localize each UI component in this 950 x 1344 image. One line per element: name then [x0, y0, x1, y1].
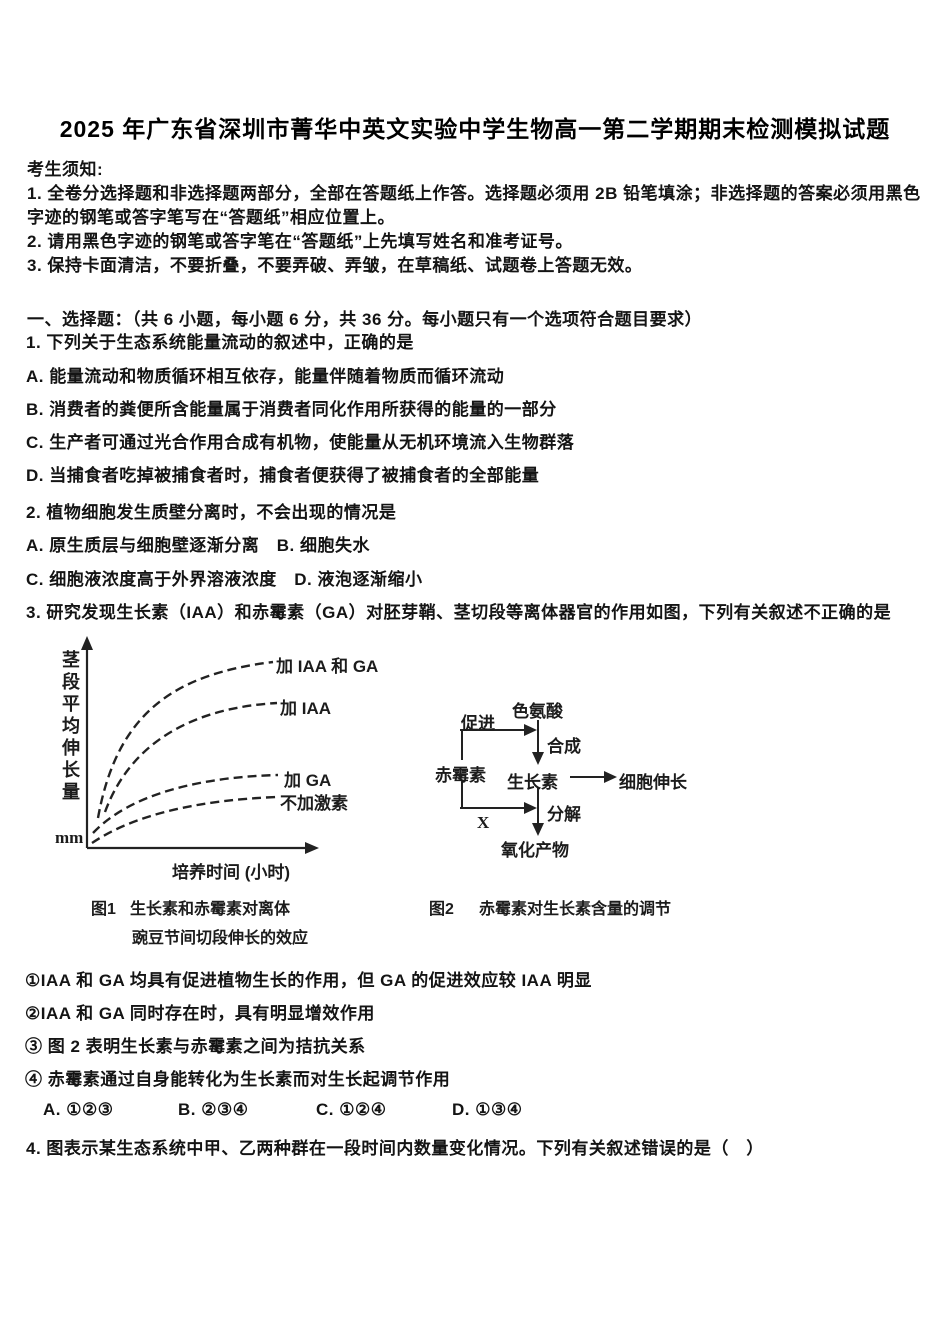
fig2-label-synthesize: 合成 [547, 737, 581, 756]
fig2-label-x: X [477, 813, 490, 832]
fig1-curve-label-no-hormone: 不加激素 [280, 794, 348, 813]
fig2-elongation-arrowhead-icon [604, 771, 617, 783]
notice-line-3: 3. 保持卡面清洁，不要折叠，不要弄破、弄皱，在草稿纸、试题卷上答题无效。 [27, 256, 643, 275]
fig1-y-axis-unit: mm [55, 828, 84, 847]
question-4-stem: 4. 图表示某生态系统中甲、乙两种群在一段时间内数量变化情况。下列有关叙述错误的… [26, 1139, 764, 1158]
question-2-stem: 2. 植物细胞发生质壁分离时，不会出现的情况是 [26, 503, 397, 522]
fig2-node-cell-elongation: 细胞伸长 [619, 773, 687, 792]
question-3-statement-1: ①IAA 和 GA 均具有促进植物生长的作用，但 GA 的促进效应较 IAA 明… [25, 971, 592, 990]
fig1-curve-iaa-and-ga [96, 660, 274, 819]
exam-title: 2025 年广东省深圳市菁华中英文实验中学生物高一第二学期期末检测模拟试题 [59, 116, 891, 142]
question-3-option-c: C. ①②④ [316, 1100, 387, 1119]
question-2-options-ab: A. 原生质层与细胞壁逐渐分离 B. 细胞失水 [26, 536, 370, 555]
fig2-node-auxin: 生长素 [507, 773, 558, 792]
fig1-x-axis-arrow-icon [305, 842, 319, 854]
question-3-stem: 3. 研究发现生长素（IAA）和赤霉素（GA）对胚芽鞘、茎切段等离体器官的作用如… [26, 603, 892, 622]
fig1-curve-label-ga: 加 GA [284, 771, 332, 790]
fig1-x-axis-label: 培养时间 (小时) [172, 863, 291, 882]
fig1-curve-ga [92, 773, 279, 834]
fig2-decompose-arrowhead-icon [532, 823, 544, 836]
fig1-curve-label-iaa: 加 IAA [280, 699, 331, 718]
section-header: 一、选择题：（共 6 小题，每小题 6 分，共 36 分。每小题只有一个选项符合… [27, 310, 703, 329]
fig1-curve-label-iaa-and-ga: 加 IAA 和 GA [276, 657, 379, 676]
question-1-stem: 1. 下列关于生态系统能量流动的叙述中，正确的是 [26, 333, 414, 352]
fig2-promote-arrowhead-icon [524, 724, 537, 736]
question-3-option-d: D. ①③④ [452, 1100, 523, 1119]
fig2-synthesis-arrowhead-icon [532, 752, 544, 765]
question-3-statement-4: ④ 赤霉素通过自身能转化为生长素而对生长起调节作用 [25, 1070, 451, 1089]
question-3-option-a: A. ①②③ [43, 1100, 114, 1119]
fig2-caption-text: 赤霉素对生长素含量的调节 [479, 901, 672, 918]
fig2-node-oxidation-product: 氧化产物 [501, 841, 569, 860]
question-3-statement-3: ③ 图 2 表明生长素与赤霉素之间为拮抗关系 [25, 1037, 366, 1056]
fig2-label-promote: 促进 [461, 714, 495, 733]
fig1-caption-number: 图1 [91, 901, 116, 918]
question-1-option-a: A. 能量流动和物质循环相互依存，能量伴随着物质而循环流动 [26, 367, 505, 386]
fig2-label-decompose: 分解 [547, 805, 581, 824]
fig2-node-gibberellin: 赤霉素 [435, 766, 486, 785]
question-2-options-cd: C. 细胞液浓度高于外界溶液浓度 D. 液泡逐渐缩小 [26, 570, 423, 589]
fig2-diagram-canvas [460, 720, 617, 836]
question-1-option-b: B. 消费者的粪便所含能量属于消费者同化作用所获得的能量的一部分 [26, 400, 557, 419]
fig1-curve-iaa [103, 701, 278, 813]
question-1-option-d: D. 当捕食者吃掉被捕食者时，捕食者便获得了被捕食者的全部能量 [26, 466, 540, 485]
question-3-statement-2: ②IAA 和 GA 同时存在时，具有明显增效作用 [25, 1004, 375, 1023]
fig2-node-tryptophan: 色氨酸 [512, 702, 563, 721]
fig1-y-axis-arrow-icon [81, 636, 93, 650]
fig2-x-arrowhead-icon [524, 802, 537, 814]
fig1-chart-canvas [81, 636, 319, 854]
fig1-caption-line2: 豌豆节间切段伸长的效应 [132, 930, 309, 947]
fig1-curve-no-hormone [91, 795, 278, 844]
notice-heading: 考生须知: [27, 160, 104, 179]
fig1-y-axis-label: 茎段平均伸长量 [60, 650, 80, 804]
notice-line-1a: 1. 全卷分选择题和非选择题两部分，全部在答题纸上作答。选择题必须用 2B 铅笔… [27, 184, 921, 203]
question-1-option-c: C. 生产者可通过光合作用合成有机物，使能量从无机环境流入生物群落 [26, 433, 575, 452]
fig2-caption-number: 图2 [429, 901, 454, 918]
notice-line-1b: 字迹的钢笔或答字笔写在“答题纸”相应位置上。 [27, 208, 395, 227]
question-3-option-b: B. ②③④ [178, 1100, 249, 1119]
notice-line-2: 2. 请用黑色字迹的钢笔或答字笔在“答题纸”上先填写姓名和准考证号。 [27, 232, 573, 251]
fig1-caption-line1: 生长素和赤霉素对离体 [130, 901, 291, 918]
